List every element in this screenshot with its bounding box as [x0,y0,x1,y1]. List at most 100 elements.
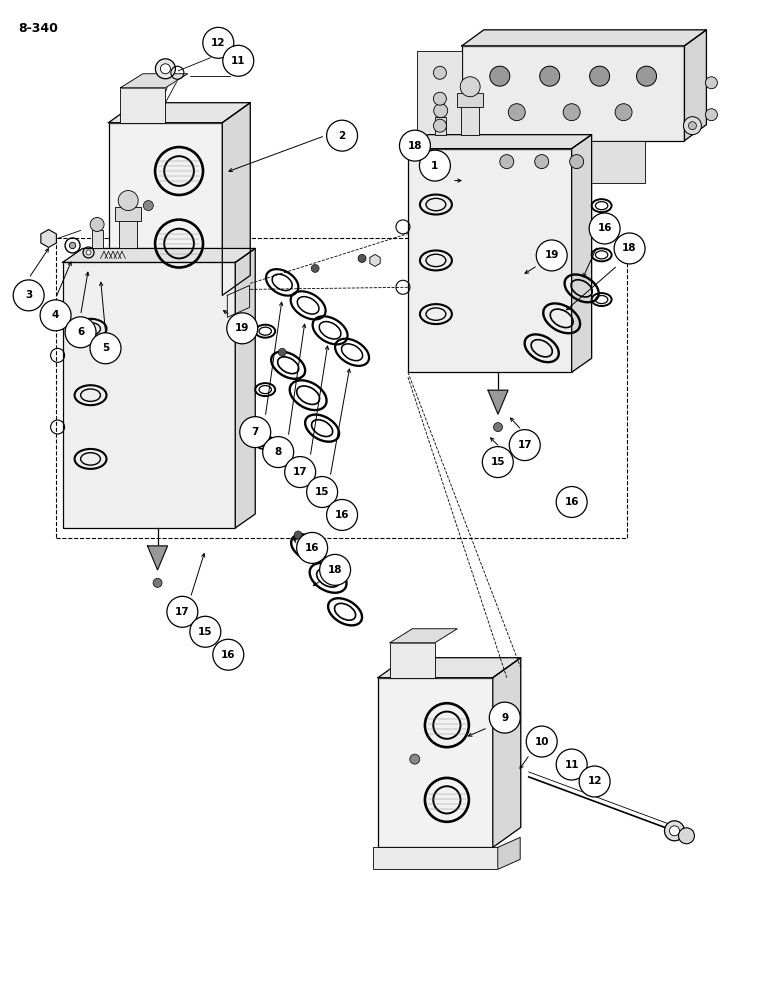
Circle shape [278,348,286,356]
Text: 16: 16 [598,223,612,233]
Circle shape [489,66,510,86]
Text: 18: 18 [328,565,342,575]
Circle shape [637,66,656,86]
Text: 6: 6 [77,327,84,337]
Circle shape [320,554,350,585]
Circle shape [614,233,645,264]
Polygon shape [571,135,591,372]
Text: 16: 16 [305,543,320,553]
Circle shape [433,92,446,105]
Text: 15: 15 [315,487,330,497]
Circle shape [285,457,316,488]
Circle shape [65,317,96,348]
Text: 5: 5 [102,343,109,353]
Circle shape [615,104,632,121]
Circle shape [683,117,702,135]
Polygon shape [493,658,521,847]
Circle shape [590,66,610,86]
Text: 2: 2 [338,131,346,141]
Text: 17: 17 [293,467,307,477]
Bar [119,219,137,248]
Bar [457,93,483,107]
Text: 16: 16 [221,650,235,660]
Text: 11: 11 [231,56,245,66]
Polygon shape [41,229,56,247]
Circle shape [358,254,366,262]
Circle shape [90,218,104,231]
Circle shape [460,77,480,97]
Circle shape [153,578,162,587]
Polygon shape [462,30,706,46]
Circle shape [540,66,560,86]
Circle shape [327,500,357,530]
Circle shape [213,639,244,670]
Polygon shape [147,546,168,570]
Polygon shape [63,248,256,262]
Circle shape [508,104,525,121]
Bar [373,847,498,869]
Bar [482,141,645,183]
Polygon shape [109,103,250,123]
Circle shape [69,242,76,249]
Polygon shape [370,254,380,266]
Text: 17: 17 [517,440,532,450]
Circle shape [527,726,557,757]
Circle shape [564,104,580,121]
Bar [417,51,462,136]
Circle shape [482,447,513,478]
Circle shape [589,213,620,244]
Text: 8-340: 8-340 [19,22,59,35]
Circle shape [419,150,450,181]
Circle shape [311,264,319,272]
Circle shape [665,821,685,841]
Circle shape [203,27,234,58]
Bar [63,262,235,528]
Polygon shape [685,30,706,141]
Circle shape [90,333,121,364]
Bar [109,123,222,295]
Text: 3: 3 [25,290,32,300]
Circle shape [493,423,503,432]
Polygon shape [120,74,188,88]
Polygon shape [390,629,457,643]
Text: 15: 15 [490,457,505,467]
Text: 1: 1 [432,161,438,171]
Circle shape [489,702,520,733]
Circle shape [167,596,198,627]
Circle shape [669,826,679,836]
Circle shape [399,130,431,161]
Circle shape [434,104,448,118]
Circle shape [161,64,171,74]
Circle shape [579,766,610,797]
Circle shape [223,45,254,76]
Polygon shape [378,658,521,678]
Text: 9: 9 [501,713,508,723]
Text: 16: 16 [564,497,579,507]
Text: 12: 12 [211,38,225,48]
Bar [461,105,479,135]
Bar [390,643,435,678]
Text: 15: 15 [198,627,212,637]
Text: 16: 16 [335,510,349,520]
Bar [120,88,165,123]
Bar [462,46,685,141]
Text: 8: 8 [275,447,282,457]
Text: 18: 18 [408,141,422,151]
Bar [115,207,141,221]
Text: 19: 19 [235,323,249,333]
Circle shape [262,437,293,468]
Circle shape [556,749,587,780]
Circle shape [570,155,584,169]
Text: 11: 11 [564,760,579,770]
Circle shape [190,616,221,647]
Circle shape [240,417,271,448]
Text: 19: 19 [544,250,559,260]
Circle shape [510,430,540,461]
Bar [435,117,446,135]
Circle shape [86,250,91,255]
Circle shape [706,109,717,121]
Circle shape [40,300,71,331]
Text: 10: 10 [534,737,549,747]
Bar [378,678,493,847]
Circle shape [296,532,327,563]
